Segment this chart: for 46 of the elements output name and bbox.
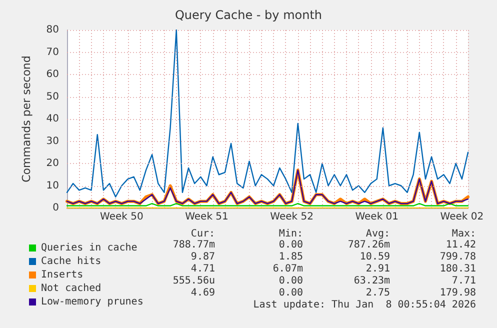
text: 0.00 [278,240,304,250]
text: 1.85 [278,252,304,262]
text: 799.78 [440,252,476,262]
x-tick-label: Week 01 [355,212,399,222]
chart-title: Query Cache - by month [174,8,322,22]
text: 555.56u [172,276,216,286]
y-tick-label: 70 [46,46,59,58]
text: 63.23m [354,276,390,286]
y-tick-label: 50 [46,91,59,102]
legend-label: Inserts [41,270,84,280]
y-tick-label: 60 [46,69,59,80]
text: Max: [452,228,476,240]
legend-label: Low-memory prunes [41,296,144,308]
text: Cur: [190,228,216,240]
y-tick-label: 0 [52,202,59,214]
text: 6.07m [272,264,304,274]
text: 4.71 [190,264,216,274]
text: 11.42 [446,240,476,250]
text: 180.31 [440,264,476,274]
text: 2.91 [366,264,390,274]
text: 4.69 [190,288,216,298]
text: 7.71 [452,276,476,286]
x-tick-label: Week 52 [270,212,314,222]
text: 10.59 [360,252,390,262]
text: 2.75 [366,288,390,298]
text: Last update: Thu Jan 8 00:55:04 2026 [253,300,476,310]
x-tick-label: Week 51 [185,212,228,222]
text: 9.87 [190,252,216,262]
y-tick-label: 80 [46,24,59,36]
y-tick-label: 30 [46,136,59,147]
text: 788.77m [172,240,216,250]
y-axis-title: Commands per second [20,56,33,182]
text: 0.00 [278,288,304,298]
y-tick-label: 10 [46,180,59,192]
y-tick-label: 40 [46,114,59,124]
text: Min: [278,228,304,240]
legend-label: Cache hits [41,256,102,267]
legend-label: Queries in cache [41,242,138,254]
x-tick-label: Week 50 [100,212,144,222]
text: 0.00 [278,276,304,286]
text: Avg: [366,228,390,240]
x-tick-label: Week 02 [440,212,484,222]
y-tick-label: 20 [46,158,59,169]
legend-label: Not cached [41,283,102,294]
text: 179.98 [440,288,476,298]
text: 787.26m [348,240,390,250]
